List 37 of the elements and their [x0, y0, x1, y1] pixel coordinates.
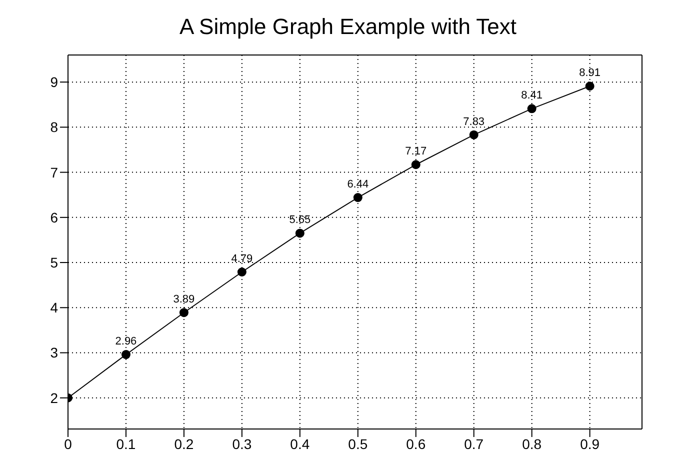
- point: [469, 130, 478, 140]
- y-tick-label: 7: [50, 164, 58, 180]
- x-tick-label: 0.7: [464, 436, 484, 452]
- x-tick-label: 0.8: [522, 436, 542, 452]
- chart-title: A Simple Graph Example with Text: [178, 13, 518, 41]
- point: [585, 82, 594, 91]
- x-tick-label: 0.3: [232, 436, 252, 452]
- point: [295, 228, 304, 238]
- data-label: 7.83: [463, 116, 485, 128]
- y-tick-label: 8: [50, 119, 58, 136]
- point: [121, 350, 130, 360]
- data-label: 4.79: [231, 253, 253, 265]
- data-label: 7.17: [405, 146, 427, 158]
- x-tick-label: 0.1: [116, 436, 136, 452]
- point: [411, 160, 420, 170]
- y-tick-label: 6: [50, 209, 58, 226]
- x-tick-label: 0.9: [580, 436, 600, 452]
- y-tick-label: 5: [50, 254, 58, 270]
- x-tick-label: 0.5: [348, 436, 368, 452]
- y-tick-label: 3: [50, 344, 58, 361]
- point: [527, 104, 536, 114]
- point: [353, 193, 362, 202]
- data-label: 6.44: [347, 178, 369, 191]
- data-label: 8.41: [521, 90, 543, 102]
- x-tick-label: 0.6: [406, 436, 426, 452]
- data-label: 8.91: [579, 67, 601, 80]
- data-label: 5.65: [289, 214, 311, 226]
- data-label: 2.96: [115, 336, 137, 348]
- data-label: 3.89: [173, 294, 195, 306]
- y-tick-label: 9: [50, 74, 58, 90]
- x-tick-label: 0: [64, 436, 72, 452]
- point: [179, 308, 188, 318]
- y-tick-label: 2: [50, 390, 58, 406]
- point: [237, 268, 246, 276]
- y-tick-label: 4: [50, 300, 58, 316]
- x-tick-label: 0.4: [290, 436, 310, 452]
- x-tick-label: 0.2: [174, 436, 194, 452]
